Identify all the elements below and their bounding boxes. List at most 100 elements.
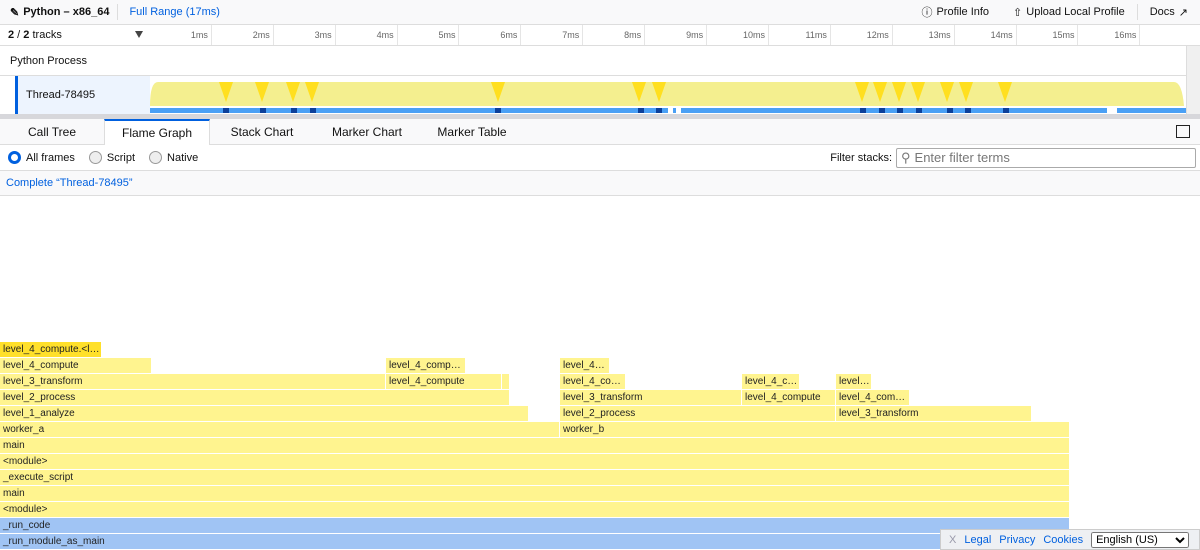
upload-icon: ⇧ [1013,6,1023,19]
sidebar-toggle-icon[interactable] [1176,125,1190,138]
flame-frame[interactable]: main [0,438,1069,453]
selected-sample [916,108,922,113]
filter-stacks-input[interactable]: ⚲ Enter filter terms [896,147,1196,168]
flame-frame[interactable]: <module> [0,454,1069,469]
upload-label: Upload Local Profile [1026,6,1125,18]
pencil-icon: ✎ [10,6,20,19]
filter-label: Filter stacks: [830,151,892,164]
flame-frame[interactable]: level_2_process [0,390,509,405]
radio-off-icon [88,151,102,164]
selected-sample-spike [491,82,505,102]
time-tick: 16ms [1079,25,1141,45]
selected-sample [260,108,266,113]
tracks-total: 2 [23,29,30,41]
time-tick: 12ms [831,25,893,45]
flame-frame[interactable]: level… [836,374,871,389]
selected-sample-spike [998,82,1012,102]
flame-frame[interactable]: level_4_comp… [386,358,465,373]
flame-frame[interactable]: level_4_compute [742,390,835,405]
sample-gap [1107,108,1112,113]
radio-label: Native [167,151,199,164]
flame-frame[interactable]: <module> [0,502,1069,517]
info-icon: ⓘ [921,7,933,19]
flame-frame[interactable]: level_4_compute.<l… [0,342,101,357]
profile-info-label: Profile Info [936,6,990,18]
tab-flame-graph[interactable]: Flame Graph [104,119,210,146]
selected-sample-spike [855,82,869,102]
flame-frame[interactable]: level_3_transform [0,374,385,389]
flame-frame[interactable]: level_4_compute [386,374,501,389]
track-count-button[interactable]: 2 / 2 tracks [0,25,150,45]
selected-sample-spike [305,82,319,102]
profile-name-button[interactable]: ✎ Python – x86_64 [0,4,119,20]
time-tick: 4ms [336,25,398,45]
process-label: Python Process [10,54,88,67]
process-track[interactable]: Python Process [0,46,1186,76]
activity-graph[interactable] [150,76,1186,114]
flame-frame[interactable]: main [0,486,1069,501]
radio-script[interactable]: Script [88,151,135,164]
time-tick: 1ms [150,25,212,45]
docs-button[interactable]: Docs ↗ [1138,6,1200,19]
selected-sample [291,108,297,113]
thread-label[interactable]: Thread-78495 [15,76,150,114]
flame-frame[interactable]: worker_a [0,422,559,437]
external-link-icon: ↗ [1178,6,1188,19]
search-icon: ⚲ [901,149,911,165]
time-tick: 2ms [212,25,274,45]
selected-sample-spike [911,82,925,102]
profile-info-button[interactable]: ⓘ Profile Info [909,4,1001,20]
tab-bar: Call Tree Flame Graph Stack Chart Marker Ch… [0,119,1200,146]
upload-button[interactable]: ⇧ Upload Local Profile [1001,6,1137,19]
dropdown-arrow-icon [135,31,143,38]
flame-frame[interactable]: _execute_script [0,470,1069,485]
flame-frame[interactable]: level_3_transform [560,390,741,405]
scrollbar[interactable] [1186,46,1200,114]
splitter[interactable] [0,114,1200,119]
language-select[interactable]: English (US) [1091,531,1190,548]
top-bar: ✎ Python – x86_64 Full Range (17ms) ⓘ Pro… [0,0,1200,25]
selected-sample-spike [940,82,954,102]
flame-frame[interactable]: level_4_c… [742,374,799,389]
time-tick: 14ms [955,25,1017,45]
privacy-link[interactable]: Privacy [999,533,1036,546]
time-tick: 15ms [1017,25,1079,45]
thread-track[interactable]: Thread-78495 [0,76,1186,114]
flame-frame[interactable]: _run_module_as_main [0,534,1069,549]
flame-frame[interactable]: _run_code [0,518,1069,533]
breadcrumb[interactable]: Complete “Thread-78495” [0,171,1200,196]
flame-frame[interactable]: level_4_compute [0,358,151,373]
selected-sample-spike [873,82,887,102]
tab-marker-table[interactable]: Marker Table [437,125,507,139]
selected-sample [947,108,953,113]
flame-frame[interactable]: level_1_analyze [0,406,528,421]
radio-native[interactable]: Native [149,151,198,164]
radio-off-icon [149,151,163,164]
tab-call-tree[interactable]: Call Tree [27,125,77,139]
selected-sample [638,108,644,113]
flame-frame[interactable]: level_2_process [560,406,835,421]
selected-sample-spike [652,82,666,102]
time-tick: 3ms [274,25,336,45]
cookies-link[interactable]: Cookies [1043,533,1084,546]
flame-frame[interactable]: worker_b [560,422,1069,437]
flame-graph-settings: All frames Script Native Filter stacks: … [0,145,1200,171]
breadcrumb-full-range[interactable]: Full Range (17ms) [129,6,220,18]
time-tick: 11ms [769,25,831,45]
radio-all-frames[interactable]: All frames [8,151,75,164]
selected-sample [897,108,903,113]
time-tick: 9ms [645,25,708,45]
close-icon[interactable]: X [949,533,957,546]
flame-frame[interactable]: level_4_com… [836,390,909,405]
docs-label: Docs [1149,6,1175,18]
tab-marker-chart[interactable]: Marker Chart [331,125,402,139]
tracks-visible: 2 [8,29,15,41]
time-tick: 7ms [521,25,584,45]
tab-stack-chart[interactable]: Stack Chart [230,125,294,139]
flame-frame[interactable]: level_4… [560,358,609,373]
flame-frame[interactable]: level_4_co… [560,374,625,389]
flame-frame[interactable] [502,374,509,389]
flame-frame[interactable]: level_3_transform [836,406,1031,421]
time-tick: 10ms [707,25,769,45]
legal-link[interactable]: Legal [964,533,992,546]
